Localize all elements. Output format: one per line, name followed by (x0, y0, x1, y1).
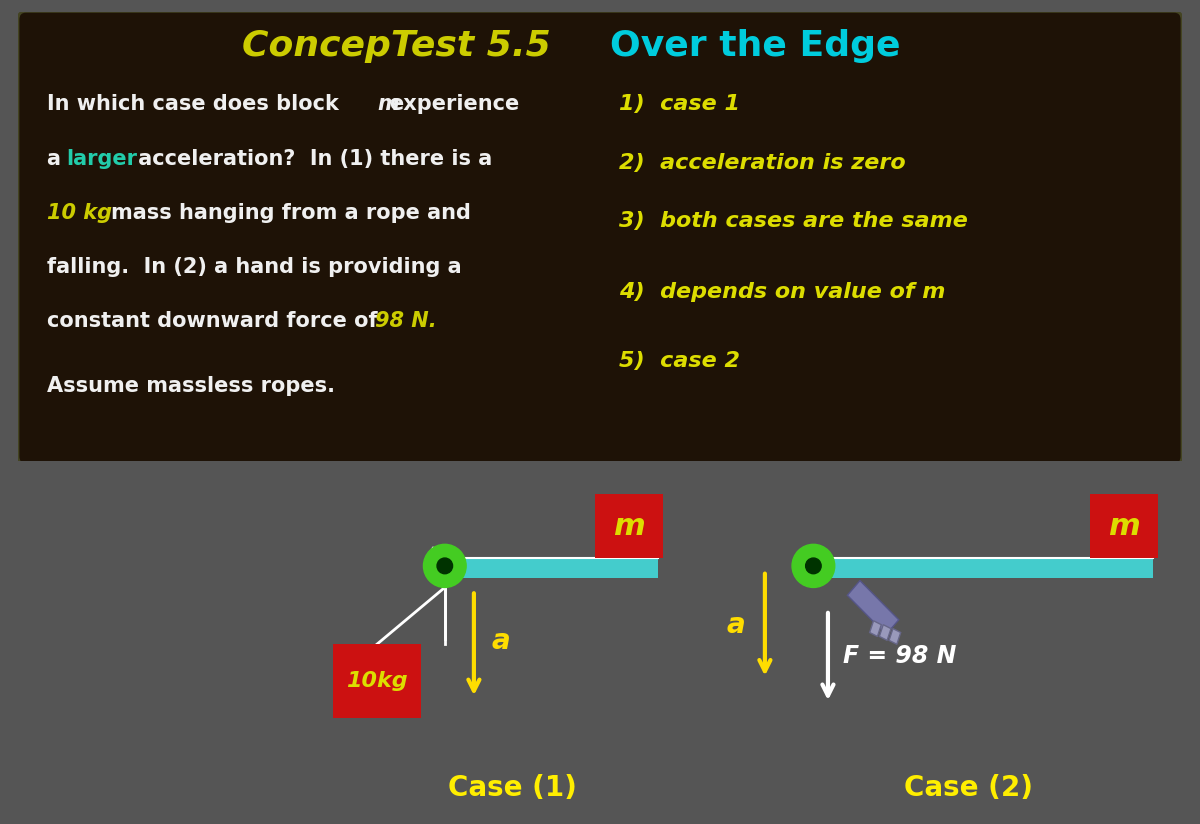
Text: a: a (727, 611, 745, 639)
Polygon shape (870, 620, 881, 636)
Polygon shape (847, 581, 899, 634)
Text: In which case does block: In which case does block (47, 94, 347, 115)
Text: larger: larger (66, 148, 138, 169)
Circle shape (792, 545, 835, 588)
Text: 1)  case 1: 1) case 1 (619, 94, 740, 115)
Circle shape (424, 545, 466, 588)
Bar (1090, 494, 1158, 558)
Text: 3)  both cases are the same: 3) both cases are the same (619, 211, 968, 232)
Text: Assume massless ropes.: Assume massless ropes. (47, 377, 335, 396)
Text: F = 98 N: F = 98 N (842, 644, 956, 668)
Text: constant downward force of: constant downward force of (47, 311, 385, 331)
Polygon shape (889, 629, 901, 644)
Bar (595, 494, 664, 558)
FancyBboxPatch shape (18, 12, 1182, 465)
Text: 2)  acceleration is zero: 2) acceleration is zero (619, 152, 906, 173)
Polygon shape (880, 625, 892, 640)
Text: a: a (491, 627, 510, 655)
Text: 5)  case 2: 5) case 2 (619, 351, 740, 371)
Text: m: m (1108, 512, 1140, 541)
Text: experience: experience (390, 94, 520, 115)
Text: 4)  depends on value of m: 4) depends on value of m (619, 283, 946, 302)
Text: Case (2): Case (2) (904, 775, 1033, 803)
Circle shape (437, 558, 452, 574)
Text: falling.  In (2) a hand is providing a: falling. In (2) a hand is providing a (47, 257, 462, 277)
Text: mass hanging from a rope and: mass hanging from a rope and (112, 203, 470, 222)
Text: m: m (613, 512, 644, 541)
Text: Case (1): Case (1) (449, 775, 577, 803)
Text: Over the Edge: Over the Edge (610, 29, 900, 63)
Text: acceleration?  In (1) there is a: acceleration? In (1) there is a (132, 148, 493, 169)
Bar (828, 558, 1153, 578)
Text: m: m (377, 94, 398, 115)
Text: 10kg: 10kg (346, 671, 408, 691)
Bar (460, 558, 659, 578)
Text: ConcepTest 5.5: ConcepTest 5.5 (242, 29, 551, 63)
Text: a: a (47, 148, 68, 169)
Circle shape (805, 558, 821, 574)
Bar (334, 644, 420, 718)
Text: 10 kg: 10 kg (47, 203, 113, 222)
Text: 98 N.: 98 N. (374, 311, 437, 331)
